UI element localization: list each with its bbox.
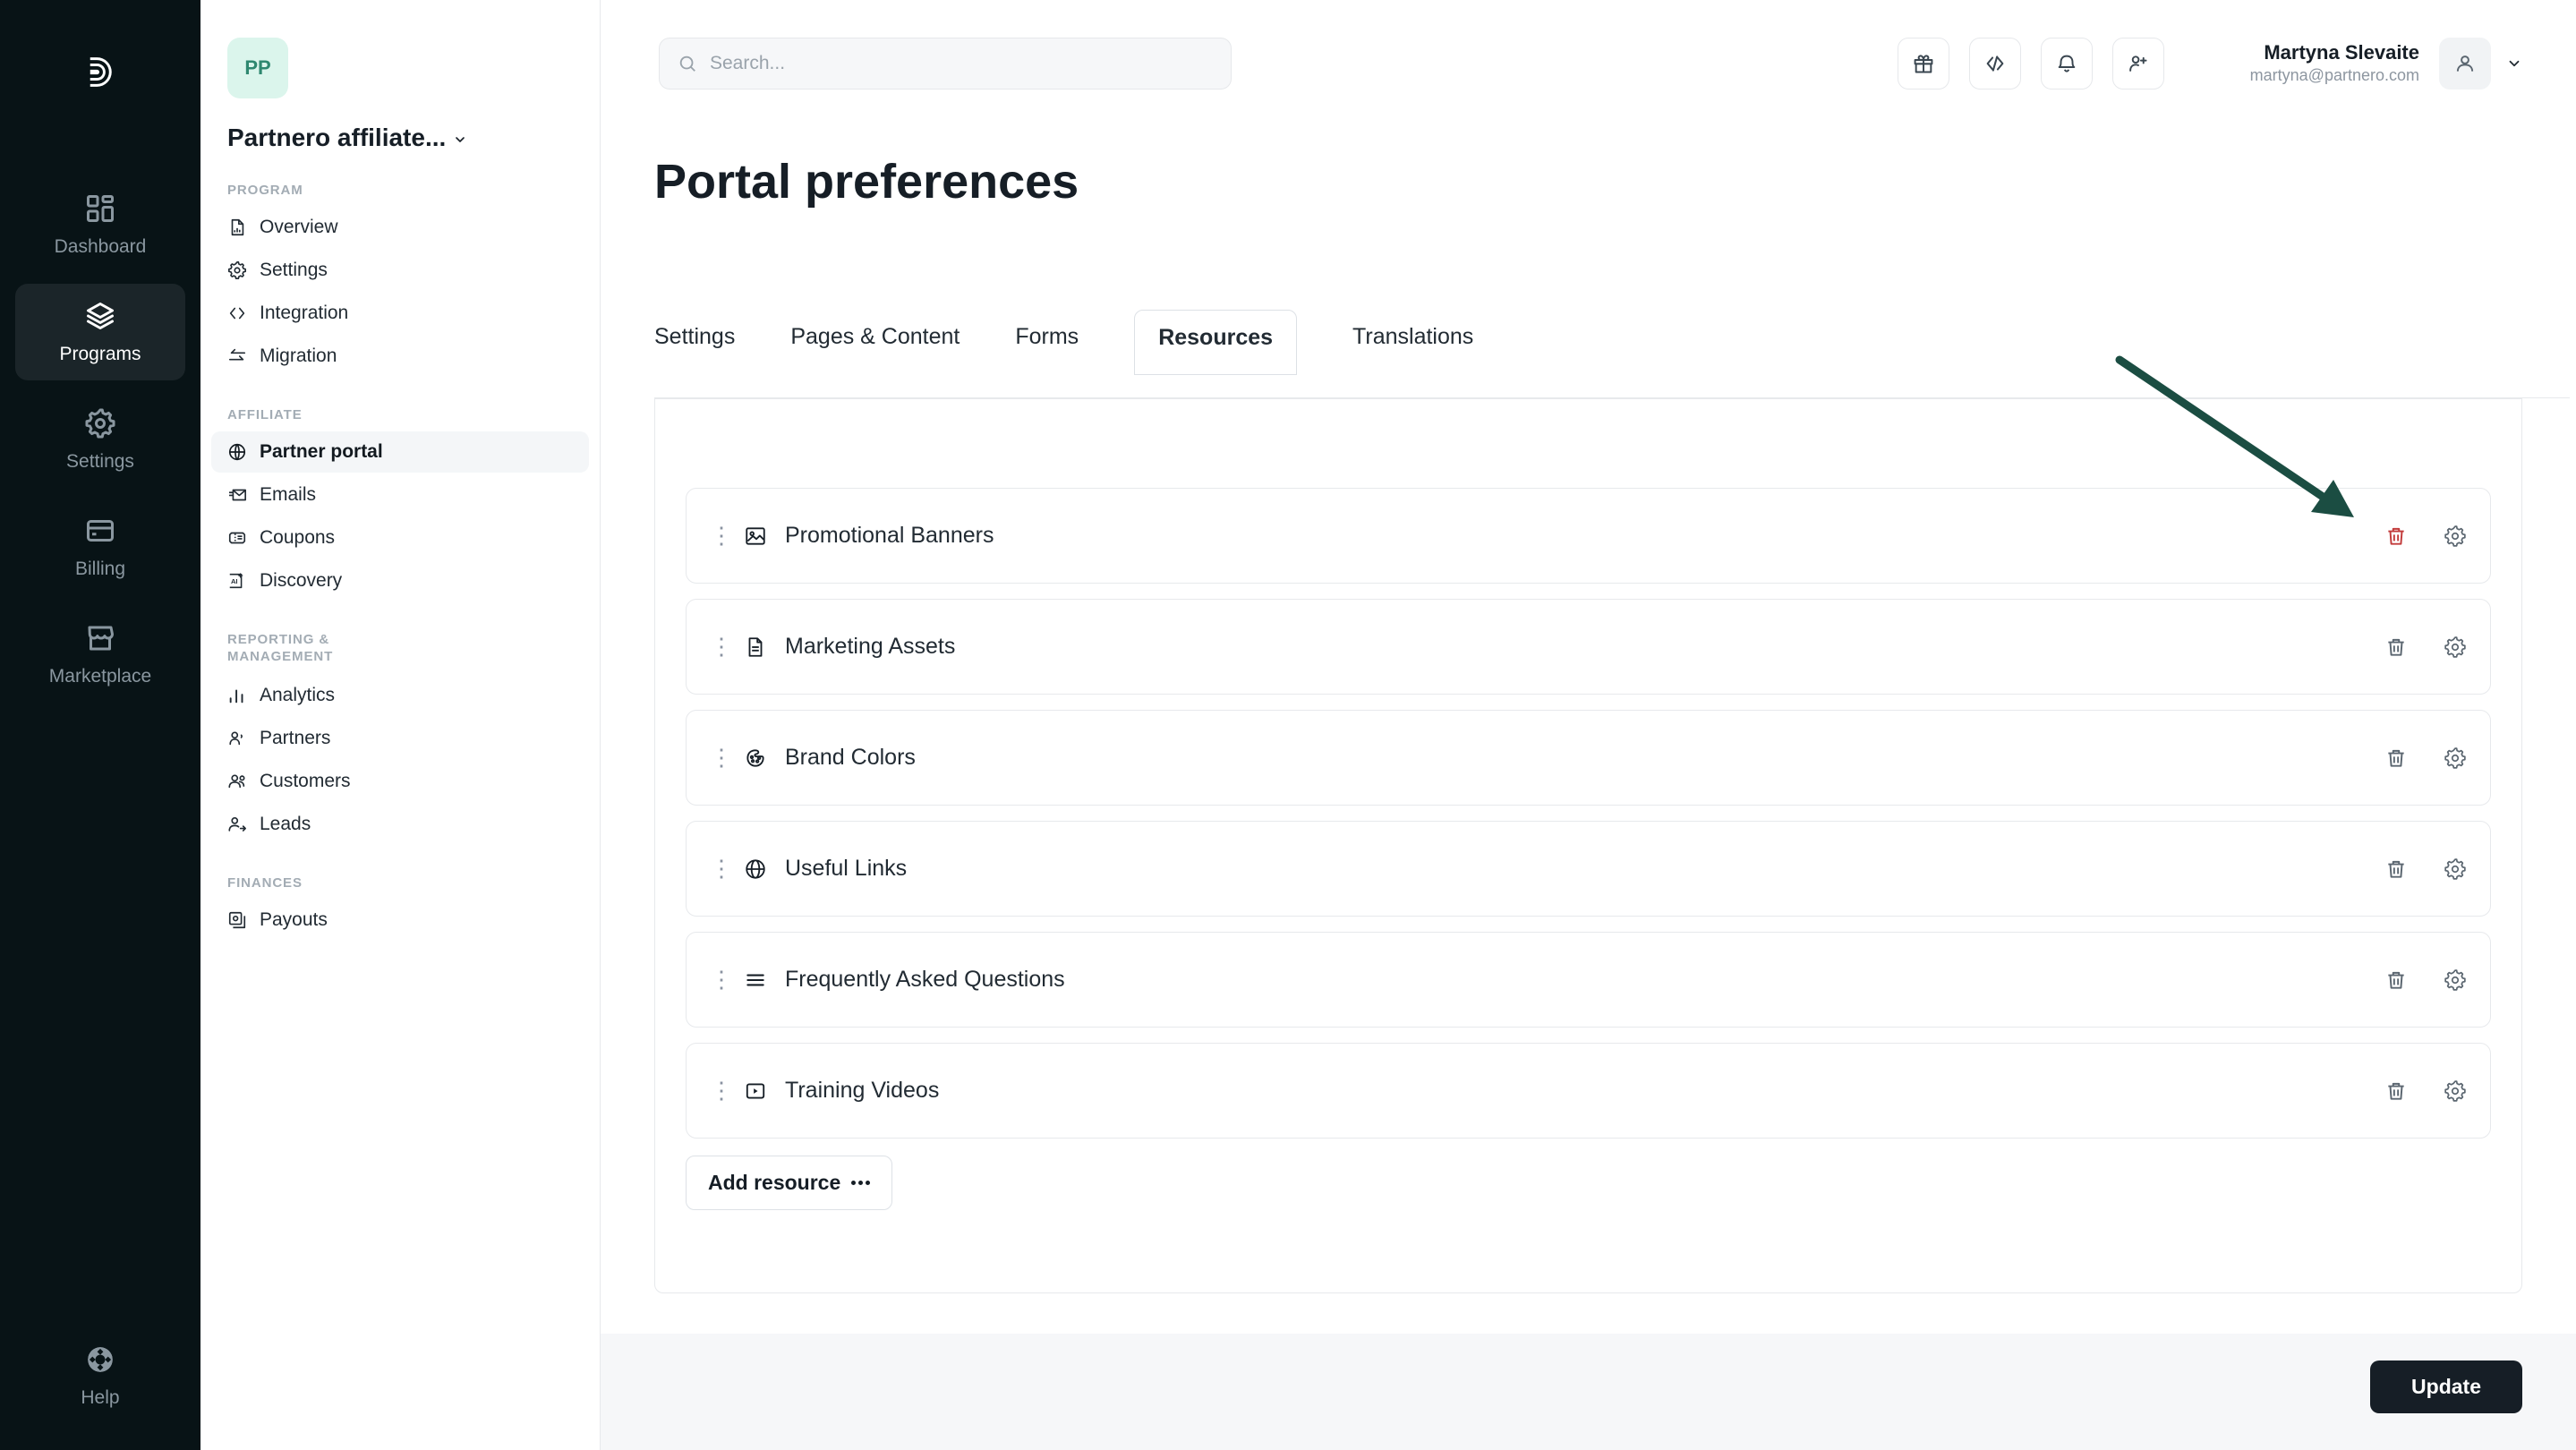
svg-text:AI: AI xyxy=(231,577,238,585)
